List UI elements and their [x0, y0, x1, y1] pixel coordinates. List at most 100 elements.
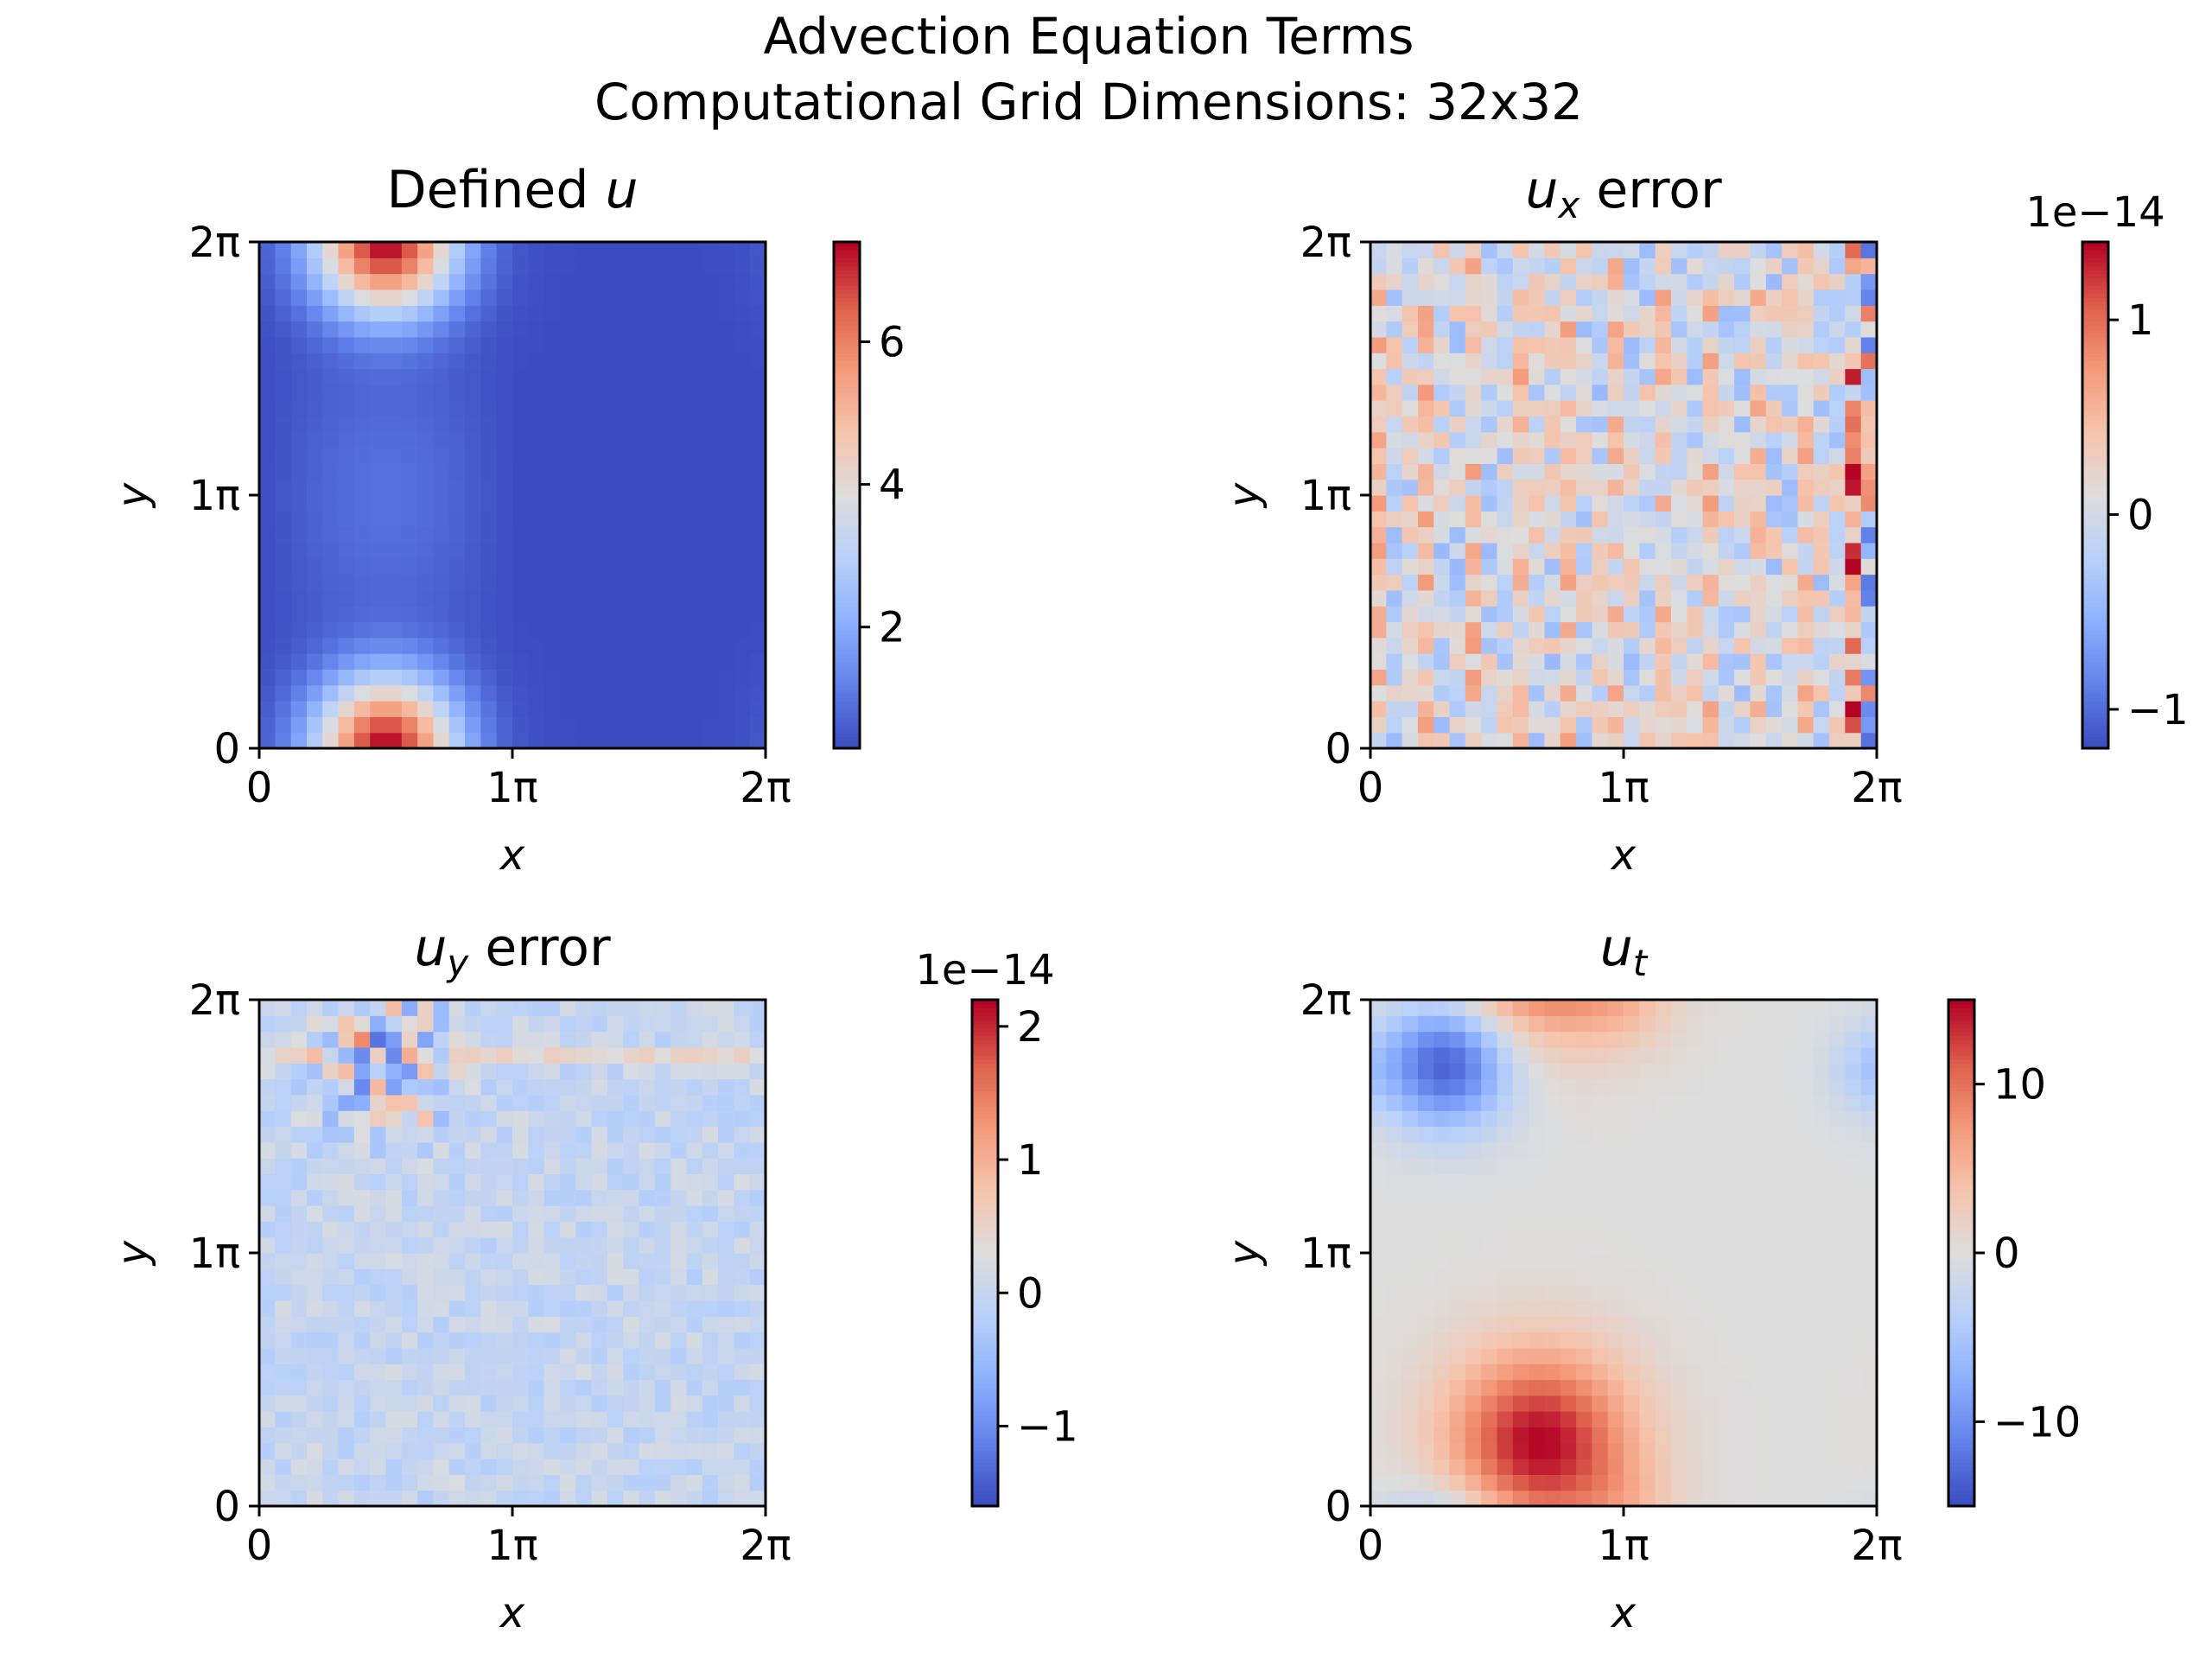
- heatmap-cell: [290, 1046, 308, 1064]
- heatmap-cell: [496, 257, 513, 275]
- heatmap-cell: [1813, 621, 1830, 639]
- heatmap-cell: [559, 400, 576, 417]
- heatmap-cell: [671, 1094, 688, 1111]
- heatmap-cell: [654, 289, 671, 306]
- heatmap-cell: [433, 479, 450, 496]
- heatmap-cell: [417, 368, 435, 385]
- heatmap-cell: [1544, 1189, 1561, 1206]
- heatmap-cell: [639, 1236, 656, 1254]
- heatmap-cell: [1402, 1442, 1419, 1459]
- heatmap-cell: [671, 448, 688, 464]
- heatmap-cell: [401, 479, 418, 496]
- heatmap-cell: [1734, 1189, 1751, 1206]
- colorbar-segment: [972, 1039, 998, 1045]
- heatmap-cell: [1624, 1173, 1640, 1191]
- heatmap-cell: [338, 400, 355, 417]
- heatmap-cell: [480, 701, 498, 717]
- heatmap-cell: [623, 431, 640, 448]
- heatmap-cell: [401, 1031, 418, 1048]
- heatmap-cell: [1655, 542, 1672, 559]
- heatmap-cell: [417, 273, 435, 290]
- heatmap-cell: [1560, 1427, 1577, 1444]
- heatmap-cell: [1512, 368, 1529, 385]
- colorbar-segment: [972, 1019, 998, 1025]
- heatmap-cell: [1860, 1173, 1878, 1191]
- heatmap-cell: [1750, 1046, 1767, 1064]
- heatmap-cell: [1765, 1459, 1783, 1475]
- heatmap-cell: [1465, 1158, 1482, 1175]
- heatmap-cell: [575, 716, 593, 734]
- heatmap-cell: [1655, 1379, 1672, 1396]
- heatmap-cell: [496, 1221, 513, 1238]
- heatmap-cell: [1560, 463, 1577, 480]
- heatmap-cell: [1702, 1000, 1719, 1016]
- heatmap-cell: [702, 1332, 719, 1349]
- heatmap-cell: [1370, 1141, 1387, 1159]
- heatmap-cell: [465, 1015, 481, 1033]
- heatmap-cell: [1465, 526, 1482, 543]
- heatmap-cell: [749, 1063, 766, 1080]
- heatmap-cell: [749, 1236, 766, 1254]
- heatmap-cell: [1529, 431, 1546, 448]
- heatmap-cell: [686, 511, 703, 528]
- heatmap-cell: [512, 1300, 529, 1317]
- heatmap-cell: [1829, 384, 1846, 401]
- heatmap-cell: [1417, 1347, 1434, 1364]
- colorbar-segment: [972, 1221, 998, 1226]
- heatmap-cell: [1624, 1332, 1640, 1349]
- heatmap-cell: [1655, 416, 1672, 433]
- heatmap-cell: [1813, 1395, 1830, 1412]
- heatmap-cell: [1402, 1110, 1419, 1128]
- heatmap-cell: [512, 479, 529, 496]
- heatmap-cell: [1655, 637, 1672, 654]
- heatmap-cell: [385, 653, 403, 671]
- heatmap-cell: [306, 1284, 323, 1301]
- heatmap-cell: [1702, 526, 1719, 543]
- heatmap-cell: [1782, 701, 1799, 717]
- heatmap-cell: [1639, 1442, 1656, 1459]
- heatmap-cell: [1512, 1063, 1529, 1080]
- heatmap-cell: [1734, 1395, 1751, 1412]
- heatmap-cell: [654, 1205, 671, 1222]
- heatmap-cell: [433, 1063, 450, 1080]
- heatmap-cell: [528, 1000, 545, 1016]
- heatmap-cell: [749, 1268, 766, 1286]
- heatmap-cell: [1560, 368, 1577, 385]
- colorbar-segment: [834, 321, 860, 326]
- heatmap-cell: [322, 574, 340, 591]
- heatmap-cell: [1576, 684, 1592, 702]
- heatmap-cell: [385, 321, 403, 338]
- colorbar-segment: [2082, 684, 2108, 690]
- heatmap-cell: [1750, 1379, 1767, 1396]
- heatmap-cell: [591, 1158, 608, 1175]
- heatmap-cell: [591, 289, 608, 306]
- heatmap-cell: [480, 448, 498, 464]
- heatmap-cell: [370, 336, 387, 353]
- heatmap-cell: [1860, 1253, 1878, 1269]
- heatmap-cell: [1497, 1205, 1514, 1222]
- heatmap-cell: [1592, 542, 1609, 559]
- heatmap-cell: [718, 1347, 734, 1364]
- heatmap-cell: [702, 1015, 719, 1033]
- heatmap-cell: [686, 1474, 703, 1491]
- heatmap-cell: [322, 1300, 340, 1317]
- heatmap-cell: [1639, 1300, 1656, 1317]
- heatmap-cell: [1576, 511, 1592, 528]
- heatmap-cell: [1529, 479, 1546, 496]
- heatmap-cell: [448, 1221, 466, 1238]
- heatmap-cell: [654, 1110, 671, 1128]
- heatmap-cell: [575, 431, 593, 448]
- heatmap-cell: [465, 1268, 481, 1286]
- heatmap-cell: [1417, 273, 1434, 290]
- heatmap-cell: [543, 353, 561, 370]
- heatmap-cell: [607, 1427, 624, 1444]
- heatmap-cell: [496, 431, 513, 448]
- heatmap-cell: [591, 1253, 608, 1269]
- heatmap-cell: [496, 1063, 513, 1080]
- heatmap-cell: [1734, 1000, 1751, 1016]
- heatmap-cell: [1624, 511, 1640, 528]
- heatmap-cell: [654, 606, 671, 623]
- heatmap-cell: [1386, 321, 1403, 338]
- heatmap-cell: [528, 1490, 545, 1507]
- heatmap-cell: [370, 368, 387, 385]
